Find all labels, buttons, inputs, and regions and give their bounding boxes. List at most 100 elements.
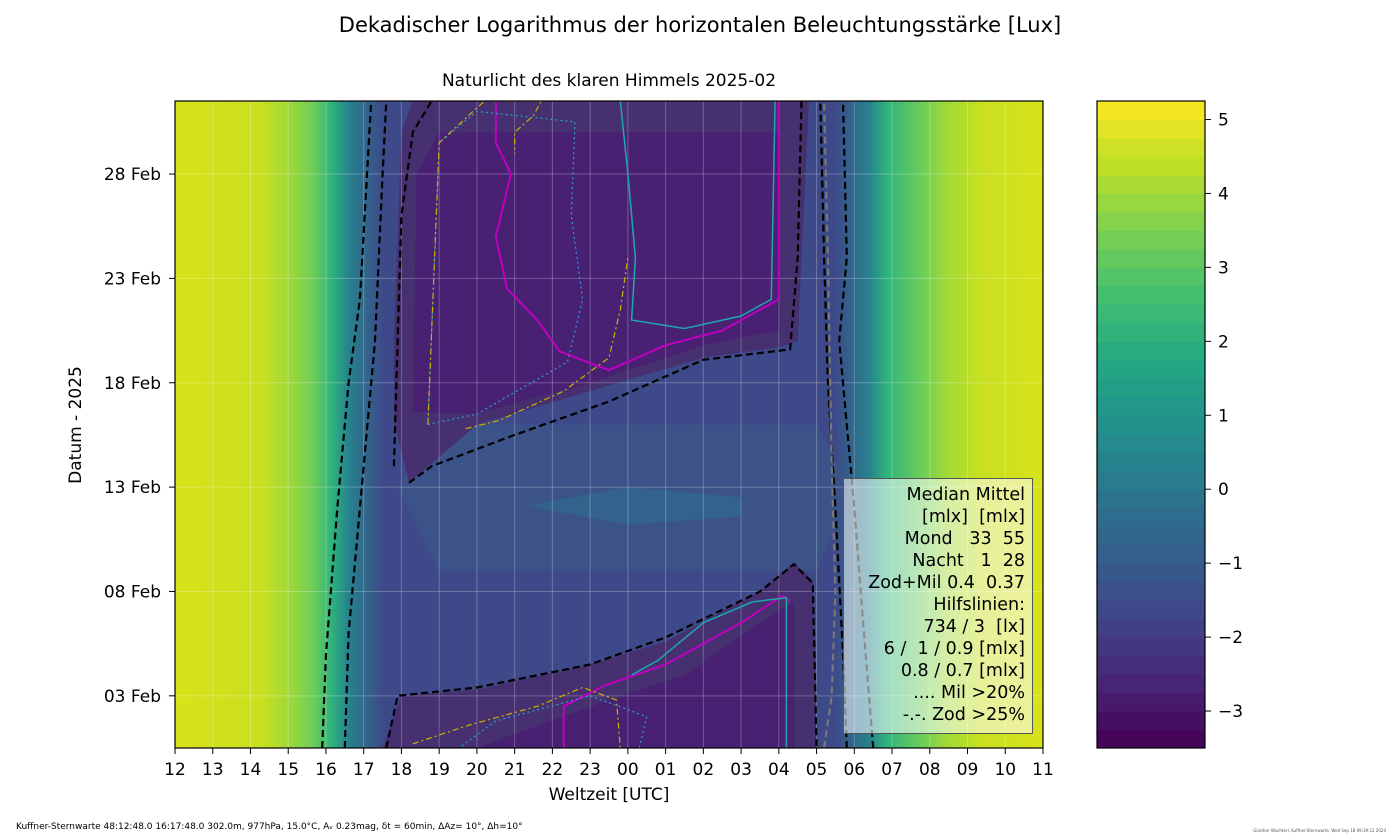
colorbar-tick-label: 2 <box>1218 332 1229 352</box>
x-tick-label: 21 <box>504 760 526 780</box>
contour-6mlx-lower <box>385 562 818 749</box>
colorbar-band <box>1097 137 1205 157</box>
x-tick-label: 12 <box>164 760 186 780</box>
colorbar-band <box>1097 101 1205 120</box>
colorbar-band <box>1097 433 1205 453</box>
colorbar-frame <box>1096 100 1206 749</box>
contour-734lx-evening <box>321 100 373 749</box>
colorbar-band <box>1097 507 1205 527</box>
colorbar-band <box>1097 526 1205 546</box>
x-axis-label: Weltzeit [UTC] <box>548 785 670 805</box>
contour-milky-way-lower <box>461 695 648 749</box>
colorbar-band <box>1097 692 1205 712</box>
colorbar-band <box>1097 544 1205 564</box>
colorbar-band <box>1097 674 1205 694</box>
colorbar-tick-label: 3 <box>1218 258 1229 278</box>
observatory-footer: Kuffner-Sternwarte 48:12:48.0 16:17:48.0… <box>16 822 523 832</box>
chart-suptitle: Dekadischer Logarithmus der horizontalen… <box>338 13 1062 37</box>
colorbar-band <box>1097 618 1205 638</box>
y-tick-label: 13 Feb <box>104 478 161 498</box>
colorbar-tick-label: −3 <box>1218 702 1243 722</box>
legend-line: 734 / 3 [lx] <box>923 617 1025 637</box>
colorbar-tick-label: −1 <box>1218 554 1243 574</box>
contour-6mlx-left <box>392 100 433 467</box>
colorbar-tick-label: 4 <box>1218 184 1229 204</box>
y-tick-label: 08 Feb <box>104 582 161 602</box>
moonlit-core <box>526 487 742 525</box>
contour-zodiacal-upper <box>427 100 543 425</box>
x-tick-label: 17 <box>353 760 375 780</box>
legend-line: Median Mittel <box>906 485 1025 505</box>
legend-line: 6 / 1 / 0.9 [mlx] <box>883 639 1025 659</box>
legend-line: .... Mil >20% <box>913 683 1025 703</box>
heatmap-plot-area <box>174 100 1044 749</box>
x-tick-label: 06 <box>843 760 865 780</box>
colorbar-band <box>1097 600 1205 620</box>
x-tick-label: 03 <box>730 760 752 780</box>
x-tick-label: 20 <box>466 760 488 780</box>
x-tick-label: 07 <box>881 760 903 780</box>
contour-6mlx-upper <box>408 100 803 484</box>
x-tick-label: 23 <box>579 760 601 780</box>
contour-cyan-lower <box>631 596 788 748</box>
contour-cyan-upper <box>619 100 776 330</box>
contour-3lx-evening <box>343 100 388 749</box>
legend-line: Zod+Mil 0.4 0.37 <box>868 573 1025 593</box>
legend-line: [mlx] [mlx] <box>922 507 1025 527</box>
colorbar-band <box>1097 156 1205 176</box>
x-tick-label: 13 <box>202 760 224 780</box>
colorbar-band <box>1097 563 1205 583</box>
colorbar-band <box>1097 248 1205 268</box>
x-tick-label: 08 <box>919 760 941 780</box>
chart-legend: Median Mittel [mlx] [mlx] Mond 33 55 Nac… <box>843 478 1033 734</box>
colorbar: 5 4 3 2 1 0 −1 −2 −3 <box>1096 100 1243 749</box>
x-tick-label: 19 <box>428 760 450 780</box>
x-tick-label: 00 <box>617 760 639 780</box>
x-tick-label: 11 <box>1032 760 1054 780</box>
x-tick-label: 01 <box>655 760 677 780</box>
x-tick-label: 18 <box>391 760 413 780</box>
x-tick-label: 15 <box>277 760 299 780</box>
chart-axes: 12 13 14 15 16 17 18 19 20 21 22 23 00 01 02 03 04 05 06 07… <box>104 100 1054 780</box>
legend-line: Nacht 1 28 <box>912 551 1025 571</box>
x-tick-label: 14 <box>240 760 262 780</box>
colorbar-band <box>1097 655 1205 675</box>
colorbar-band <box>1097 359 1205 379</box>
colorbar-band <box>1097 415 1205 435</box>
colorbar-band <box>1097 637 1205 657</box>
legend-line: -.-. Zod >25% <box>902 705 1025 725</box>
contour-grey-dashed <box>823 100 837 749</box>
x-tick-label: 05 <box>806 760 828 780</box>
x-tick-label: 09 <box>957 760 979 780</box>
plot-frame <box>174 100 1044 749</box>
chart-subtitle: Naturlicht des klaren Himmels 2025-02 <box>441 71 777 91</box>
colorbar-band <box>1097 322 1205 342</box>
contour-zodiacal-lower <box>412 686 621 749</box>
colorbar-band <box>1097 174 1205 194</box>
colorbar-band <box>1097 396 1205 416</box>
credit-line: Günther Wuchterl, Kuffner-Sternwarte, We… <box>1253 828 1386 833</box>
x-tick-label: 16 <box>315 760 337 780</box>
colorbar-tick-label: 5 <box>1218 110 1229 130</box>
colorbar-band <box>1097 581 1205 601</box>
contour-magenta-lower <box>562 594 791 748</box>
colorbar-band <box>1097 341 1205 361</box>
legend-line: Hilfslinien: <box>933 595 1025 615</box>
legend-line: Mond 33 55 <box>904 529 1025 549</box>
colorbar-band <box>1097 211 1205 231</box>
contour-magenta-upper <box>494 101 780 372</box>
y-tick-label: 03 Feb <box>104 687 161 707</box>
y-tick-label: 23 Feb <box>104 269 161 289</box>
colorbar-band <box>1097 267 1205 287</box>
colorbar-band <box>1097 378 1205 398</box>
contour-zodiacal-middle <box>465 257 629 430</box>
colorbar-band <box>1097 452 1205 472</box>
x-tick-label: 10 <box>994 760 1016 780</box>
y-tick-label: 28 Feb <box>104 165 161 185</box>
colorbar-band <box>1097 193 1205 213</box>
colorbar-tick-label: 1 <box>1218 406 1229 426</box>
x-tick-label: 22 <box>542 760 564 780</box>
legend-line: 0.8 / 0.7 [mlx] <box>900 661 1025 681</box>
night-core-lower <box>476 601 794 748</box>
